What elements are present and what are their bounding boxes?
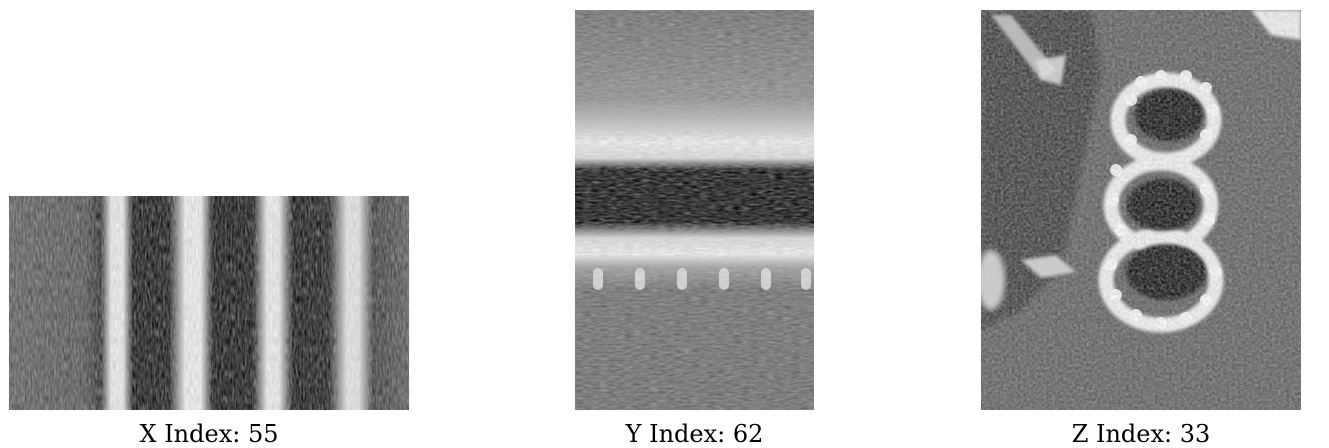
- z-slice-image: [981, 10, 1301, 410]
- x-index-caption: X Index: 55: [139, 420, 279, 448]
- y-index-caption: Y Index: 62: [625, 420, 764, 448]
- y-slice-image: [575, 10, 814, 410]
- z-index-caption: Z Index: 33: [1071, 420, 1211, 448]
- x-slice-image: [9, 196, 409, 410]
